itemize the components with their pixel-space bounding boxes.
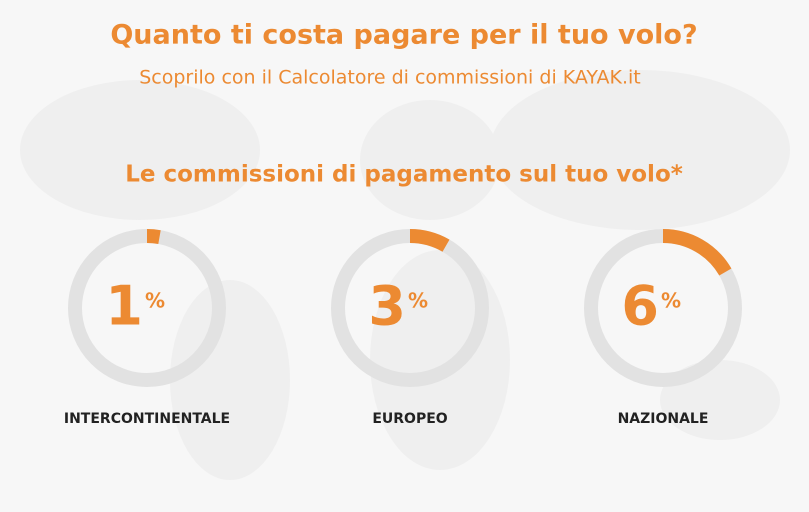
category-label: EUROPEO: [372, 411, 447, 427]
value-label: 6: [621, 275, 659, 338]
unit-label: %: [408, 289, 428, 313]
value-label: 1: [105, 275, 143, 338]
category-label: INTERCONTINENTALE: [64, 411, 230, 427]
unit-label: %: [661, 289, 681, 313]
world-map: [20, 70, 790, 480]
donut-arc: [409, 229, 450, 252]
unit-label: %: [145, 289, 165, 313]
title: Quanto ti costa pagare per il tuo volo?: [110, 20, 697, 51]
donut-arc: [146, 229, 161, 245]
category-label: NAZIONALE: [618, 411, 709, 427]
donut-arc: [662, 229, 732, 276]
heading: Le commissioni di pagamento sul tuo volo…: [125, 162, 683, 188]
subtitle: Scoprilo con il Calcolatore di commissio…: [139, 67, 641, 89]
value-label: 3: [368, 275, 406, 338]
